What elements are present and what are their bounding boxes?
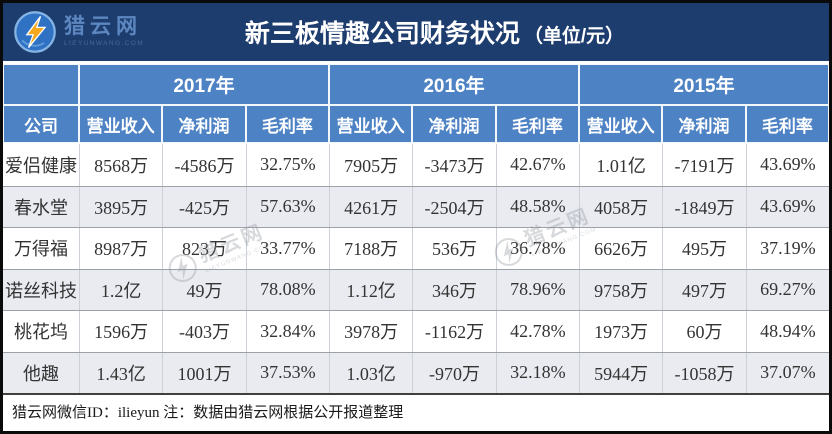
divider	[3, 61, 829, 64]
data-cell: 33.77%	[245, 228, 329, 269]
col-header-netprofit-2017: 净利润	[162, 105, 246, 143]
data-cell: 32.18%	[495, 352, 579, 393]
table-row: 他趣 1.43亿 1001万 37.53% 1.03亿 -970万 32.18%…	[3, 351, 829, 393]
table-row: 桃花坞 1596万 -403万 32.84% 3978万 -1162万 42.7…	[3, 310, 829, 352]
company-column-header: 公司	[3, 105, 79, 143]
metric-header-row: 公司 营业收入 净利润 毛利率 营业收入 净利润 毛利率 营业收入 净利润 毛利…	[3, 105, 829, 143]
data-cell: 37.07%	[745, 352, 829, 393]
data-cell: -1162万	[412, 311, 495, 352]
company-name: 爱侣健康	[5, 155, 77, 176]
data-cell: 32.84%	[245, 311, 329, 352]
data-cell: -1058万	[662, 352, 745, 393]
data-cell: 3895万	[79, 186, 162, 227]
page-title-unit: （单位/元）	[523, 26, 625, 47]
table-row: 诺丝科技 1.2亿 49万 78.08% 1.12亿 346万 78.96% 9…	[3, 268, 829, 310]
data-cell: 42.78%	[495, 311, 579, 352]
data-cell: 43.69%	[745, 144, 829, 186]
page-title: 新三板情趣公司财务状况 （单位/元）	[144, 14, 815, 50]
page-title-main: 新三板情趣公司财务状况	[244, 20, 520, 48]
data-cell: 1001万	[162, 352, 245, 393]
table-row: 爱侣健康 8568万 -4586万 32.75% 7905万 -3473万 42…	[3, 144, 829, 186]
col-header-netprofit-2016: 净利润	[412, 105, 496, 143]
data-cell: -3473万	[412, 144, 495, 186]
data-cell: 1.01亿	[579, 144, 662, 186]
data-cell: 49万	[162, 269, 245, 310]
company-name: 诺丝科技	[5, 280, 77, 301]
data-cell: 69.27%	[745, 269, 829, 310]
data-cell: 78.08%	[245, 269, 329, 310]
data-cell: 3978万	[329, 311, 412, 352]
col-header-revenue-2015: 营业收入	[579, 105, 663, 143]
data-cell: 823万	[162, 228, 245, 269]
data-cell: 60万	[662, 311, 745, 352]
data-cell: -7191万	[662, 144, 745, 186]
blank-corner-cell	[3, 64, 79, 105]
company-name: 桃花坞	[14, 322, 68, 343]
col-header-grossmargin-2016: 毛利率	[495, 105, 579, 143]
footer-note: 猎云网微信ID：ilieyun 注：数据由猎云网根据公开报道整理	[3, 393, 829, 428]
data-cell: 4261万	[329, 186, 412, 227]
table-header: 2017年 2016年 2015年 公司 营业收入 净利润 毛利率 营业收入 净…	[3, 64, 829, 143]
data-cell: 36.78%	[495, 228, 579, 269]
data-cell: 37.53%	[245, 352, 329, 393]
data-cell: -403万	[162, 311, 245, 352]
data-cell: 536万	[412, 228, 495, 269]
lieyun-logo: 猎云网 LIEYUNWANG.COM	[13, 10, 144, 54]
table-row: 春水堂 3895万 -425万 57.63% 4261万 -2504万 48.5…	[3, 185, 829, 227]
data-cell: -4586万	[162, 144, 245, 186]
data-cell: 1.43亿	[79, 352, 162, 393]
data-cell: 9758万	[579, 269, 662, 310]
data-cell: 5944万	[579, 352, 662, 393]
col-header-revenue-2017: 营业收入	[79, 105, 163, 143]
data-cell: 495万	[662, 228, 745, 269]
data-cell: 346万	[412, 269, 495, 310]
data-cell: 8568万	[79, 144, 162, 186]
company-name: 春水堂	[14, 197, 68, 218]
data-cell: 6626万	[579, 228, 662, 269]
data-cell: 1.03亿	[329, 352, 412, 393]
data-cell: 1.12亿	[329, 269, 412, 310]
company-name: 万得福	[14, 239, 68, 260]
logo-domain: LIEYUNWANG.COM	[64, 40, 145, 48]
data-cell: 48.58%	[495, 186, 579, 227]
col-header-netprofit-2015: 净利润	[662, 105, 746, 143]
data-cell: 43.69%	[745, 186, 829, 227]
data-cell: 57.63%	[245, 186, 329, 227]
banner: 猎云网 LIEYUNWANG.COM 新三板情趣公司财务状况 （单位/元）	[3, 3, 829, 61]
data-cell: -2504万	[412, 186, 495, 227]
data-cell: 37.19%	[745, 228, 829, 269]
lightning-bolt-circle-icon	[14, 11, 56, 53]
data-cell: 78.96%	[495, 269, 579, 310]
data-cell: 8987万	[79, 228, 162, 269]
table-body: 爱侣健康 8568万 -4586万 32.75% 7905万 -3473万 42…	[3, 143, 829, 393]
data-cell: 1596万	[79, 311, 162, 352]
logo-text: 猎云网 LIEYUNWANG.COM	[64, 16, 144, 48]
year-header-row: 2017年 2016年 2015年	[3, 64, 829, 105]
data-cell: 7905万	[329, 144, 412, 186]
data-cell: 7188万	[329, 228, 412, 269]
col-header-grossmargin-2017: 毛利率	[245, 105, 329, 143]
logo-brand: 猎云网	[64, 15, 142, 39]
col-header-revenue-2016: 营业收入	[329, 105, 413, 143]
data-cell: 1.2亿	[79, 269, 162, 310]
year-header-2016: 2016年	[329, 64, 579, 105]
data-cell: 42.67%	[495, 144, 579, 186]
data-cell: 1973万	[579, 311, 662, 352]
data-cell: -425万	[162, 186, 245, 227]
data-cell: 48.94%	[745, 311, 829, 352]
data-cell: 4058万	[579, 186, 662, 227]
col-header-grossmargin-2015: 毛利率	[745, 105, 829, 143]
data-cell: -1849万	[662, 186, 745, 227]
data-cell: 32.75%	[245, 144, 329, 186]
table-row: 万得福 8987万 823万 33.77% 7188万 536万 36.78% …	[3, 227, 829, 269]
data-cell: -970万	[412, 352, 495, 393]
year-header-2017: 2017年	[79, 64, 329, 105]
year-header-2015: 2015年	[579, 64, 829, 105]
company-name: 他趣	[23, 363, 59, 384]
data-cell: 497万	[662, 269, 745, 310]
